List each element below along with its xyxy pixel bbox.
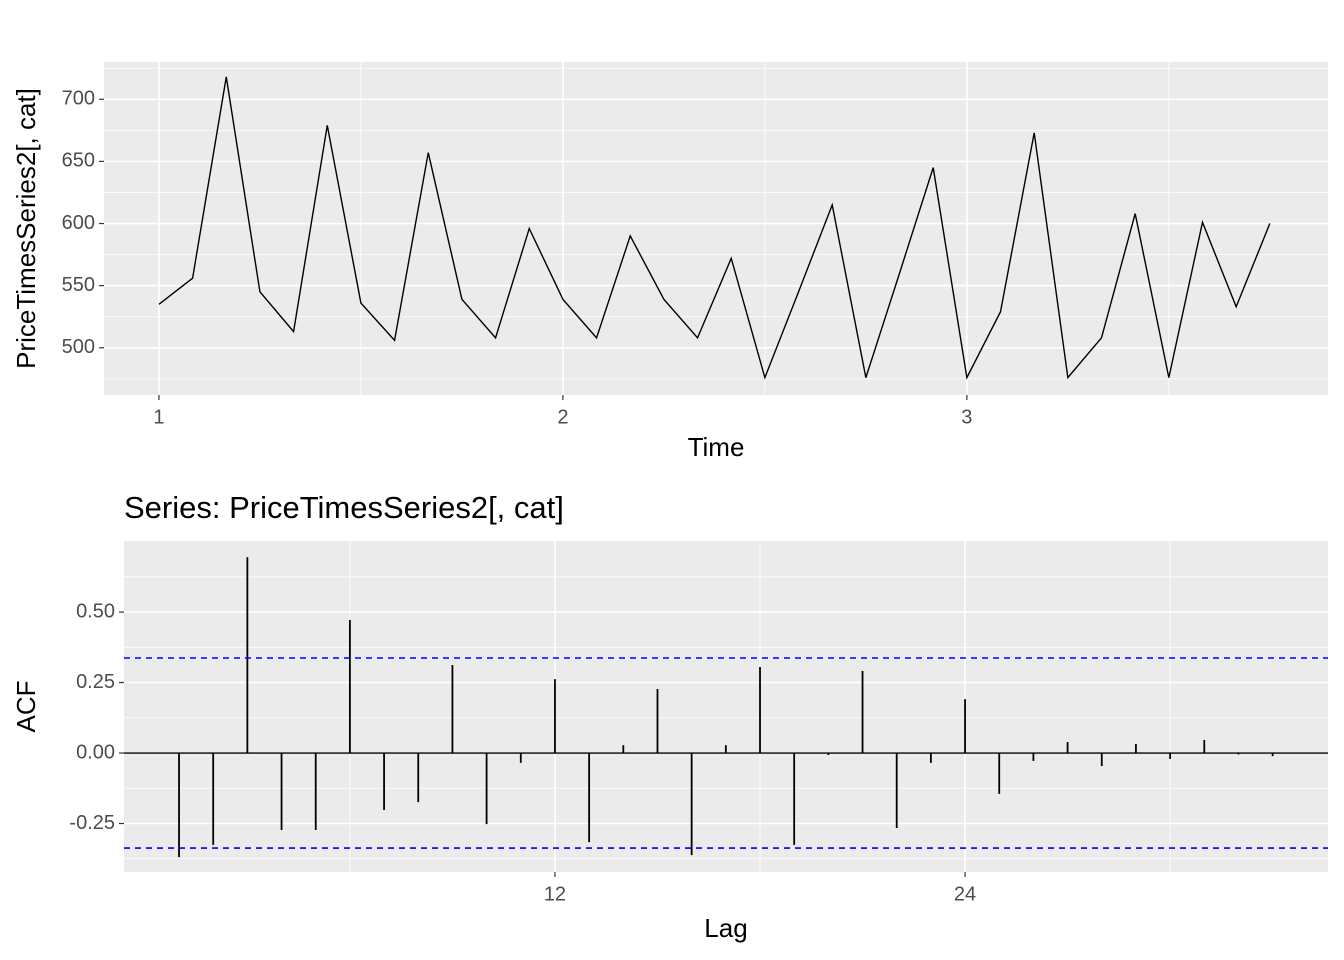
x-tick-label: 1	[153, 406, 164, 428]
y-tick-label: 0.25	[76, 671, 115, 693]
chart-title: Series: PriceTimesSeries2[, cat]	[124, 490, 564, 525]
x-axis-title: Time	[688, 432, 745, 462]
x-tick-label: 12	[544, 883, 566, 905]
x-tick-label: 24	[954, 883, 976, 905]
y-tick-label: 650	[62, 150, 95, 172]
plot-background	[104, 62, 1328, 395]
plot-background	[124, 541, 1328, 872]
x-tick-label: 2	[557, 406, 568, 428]
y-tick-label: 600	[62, 212, 95, 234]
y-tick-label: 550	[62, 274, 95, 296]
series-line	[158, 76, 1271, 380]
y-tick-label: 500	[62, 336, 95, 358]
y-tick-label: 0.50	[76, 600, 115, 622]
y-axis-title: PriceTimesSeries2[, cat]	[11, 88, 41, 369]
y-tick-label: 700	[62, 88, 95, 110]
x-tick-label: 3	[961, 406, 972, 428]
y-tick-label: 0.00	[76, 741, 115, 763]
y-tick-label: -0.25	[69, 812, 115, 834]
x-axis-title: Lag	[704, 913, 747, 943]
y-axis-title: ACF	[11, 681, 41, 733]
